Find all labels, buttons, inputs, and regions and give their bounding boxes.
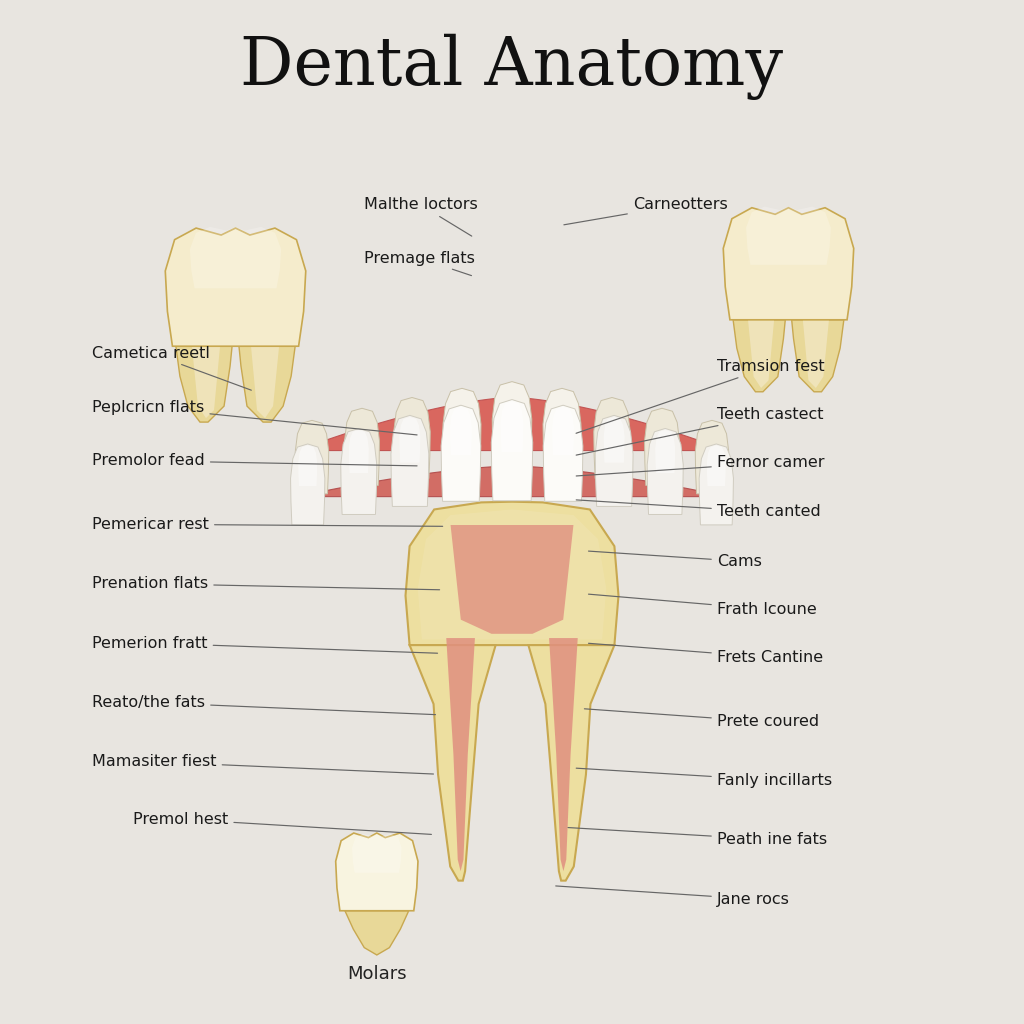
Text: Frath lcoune: Frath lcoune [589, 594, 816, 616]
Polygon shape [176, 346, 232, 422]
Polygon shape [595, 416, 633, 507]
Polygon shape [450, 408, 472, 455]
Text: Fernor camer: Fernor camer [577, 456, 824, 476]
Text: Peplcricn flats: Peplcricn flats [92, 400, 417, 435]
Polygon shape [352, 834, 401, 872]
Text: Pemericar rest: Pemericar rest [92, 517, 442, 531]
Polygon shape [492, 399, 532, 501]
Polygon shape [297, 397, 727, 451]
Polygon shape [345, 910, 409, 955]
Polygon shape [344, 409, 380, 485]
Polygon shape [336, 834, 418, 910]
Polygon shape [748, 319, 774, 388]
Polygon shape [803, 319, 829, 388]
Polygon shape [394, 397, 430, 478]
Polygon shape [501, 401, 523, 452]
Text: Malthe loctors: Malthe loctors [364, 198, 477, 237]
Polygon shape [699, 444, 733, 525]
Text: Premage flats: Premage flats [364, 251, 474, 275]
Text: Cams: Cams [589, 551, 762, 568]
Polygon shape [297, 466, 727, 497]
Text: Frets Cantine: Frets Cantine [589, 643, 823, 665]
Polygon shape [695, 421, 729, 494]
Polygon shape [549, 638, 578, 871]
Text: Molars: Molars [347, 965, 407, 983]
Polygon shape [451, 525, 573, 634]
Polygon shape [493, 382, 531, 470]
Polygon shape [165, 228, 306, 346]
Polygon shape [544, 406, 583, 502]
Polygon shape [707, 445, 726, 486]
Polygon shape [341, 428, 377, 514]
Polygon shape [543, 388, 581, 473]
Polygon shape [594, 397, 630, 478]
Polygon shape [410, 645, 496, 881]
Polygon shape [644, 409, 680, 485]
Text: Prenation flats: Prenation flats [92, 577, 439, 591]
Text: Tramsion fest: Tramsion fest [577, 359, 824, 433]
Polygon shape [552, 408, 574, 455]
Text: Peath ine fats: Peath ine fats [568, 827, 827, 847]
Polygon shape [298, 445, 317, 486]
Text: Teeth castect: Teeth castect [577, 408, 823, 455]
Polygon shape [733, 319, 785, 392]
Text: Teeth canted: Teeth canted [577, 500, 820, 519]
Polygon shape [723, 208, 854, 319]
Text: Cametica reetl: Cametica reetl [92, 346, 251, 390]
Polygon shape [792, 319, 844, 392]
Polygon shape [604, 417, 625, 463]
Polygon shape [746, 207, 830, 265]
Polygon shape [391, 416, 429, 507]
Polygon shape [647, 428, 683, 514]
Text: Dental Anatomy: Dental Anatomy [241, 34, 783, 99]
Text: Carneotters: Carneotters [564, 198, 728, 225]
Polygon shape [406, 502, 618, 645]
Polygon shape [291, 444, 325, 525]
Polygon shape [441, 406, 480, 502]
Polygon shape [446, 638, 475, 871]
Polygon shape [349, 430, 369, 473]
Polygon shape [251, 346, 280, 418]
Text: Premolor fead: Premolor fead [92, 454, 417, 468]
Text: Pemerion fratt: Pemerion fratt [92, 636, 437, 653]
Polygon shape [399, 417, 420, 463]
Text: Premol hest: Premol hest [133, 812, 431, 835]
Polygon shape [295, 421, 329, 494]
Text: Mamasiter fiest: Mamasiter fiest [92, 755, 433, 774]
Polygon shape [655, 430, 675, 473]
Polygon shape [189, 227, 282, 289]
Polygon shape [528, 645, 614, 881]
Text: Reato/the fats: Reato/the fats [92, 695, 435, 715]
Polygon shape [443, 388, 481, 473]
Polygon shape [239, 346, 295, 422]
Text: Fanly incillarts: Fanly incillarts [577, 768, 831, 787]
Text: Jane rocs: Jane rocs [556, 886, 790, 906]
Polygon shape [191, 346, 220, 418]
Polygon shape [418, 510, 606, 639]
Text: Prete coured: Prete coured [585, 709, 819, 729]
